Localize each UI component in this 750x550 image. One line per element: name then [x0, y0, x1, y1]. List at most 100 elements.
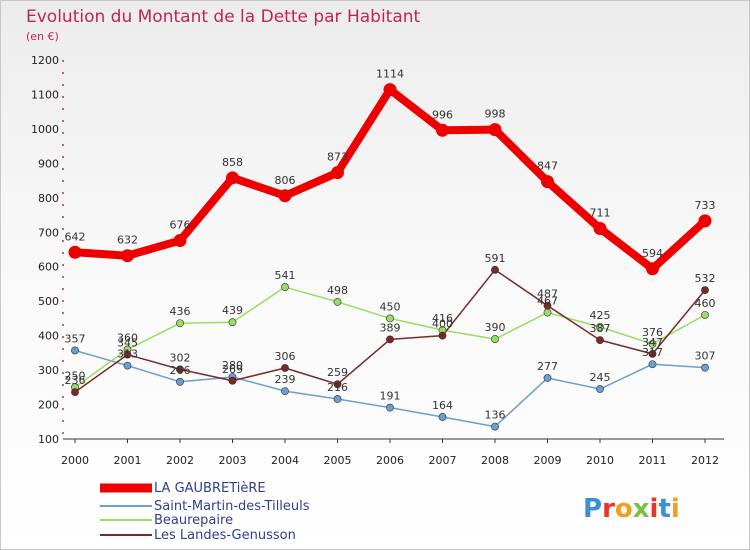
data-point	[438, 331, 447, 340]
data-point	[596, 385, 604, 393]
data-point	[543, 301, 552, 310]
data-label: 532	[695, 272, 716, 285]
data-point	[228, 376, 237, 385]
y-tick-label: 600	[38, 261, 59, 274]
x-tick-label: 2009	[534, 454, 562, 467]
data-point	[648, 360, 657, 369]
data-point	[491, 265, 499, 274]
data-label: 390	[485, 321, 506, 334]
data-point	[228, 318, 237, 327]
data-label: 439	[222, 304, 243, 317]
data-point	[646, 262, 659, 276]
legend-label: Beaurepaire	[154, 513, 233, 528]
data-point	[386, 403, 394, 412]
logo-letter: o	[615, 494, 633, 524]
data-label: 360	[117, 331, 138, 344]
legend: LA GAUBRETièRE Saint-Martin-des-TilleulsB…	[100, 481, 310, 543]
data-label: 357	[65, 332, 86, 345]
data-label: 164	[432, 399, 453, 412]
data-point	[173, 234, 187, 248]
data-label: 387	[590, 322, 611, 335]
data-label: 245	[590, 371, 611, 384]
data-label: 313	[117, 348, 138, 361]
data-label: 317	[642, 346, 663, 359]
data-point	[71, 346, 79, 355]
data-label: 498	[327, 284, 348, 297]
data-label: 487	[537, 288, 558, 301]
data-label: 302	[170, 351, 191, 364]
legend-label: LA GAUBRETièRE	[154, 481, 266, 496]
x-tick-label: 2005	[324, 454, 352, 467]
chart-title: Evolution du Montant de la Dette par Hab…	[26, 7, 421, 27]
data-point	[648, 349, 657, 358]
data-label: 460	[695, 297, 716, 310]
data-label: 711	[590, 206, 611, 219]
data-label: 307	[695, 350, 716, 363]
y-tick-label: 400	[38, 330, 59, 343]
data-label: 541	[275, 269, 296, 282]
logo-letter: i	[671, 494, 680, 524]
data-label: 806	[275, 174, 296, 187]
axes: 100 200 300 400 500 600 700 800 900 1000 1100 1200 2…	[31, 54, 724, 467]
y-tick-label: 500	[38, 295, 59, 308]
data-label: 347	[642, 336, 663, 349]
data-point	[176, 377, 184, 386]
x-tick-label: 2007	[429, 454, 457, 467]
y-tick-label: 800	[38, 192, 59, 205]
data-point	[491, 422, 499, 431]
x-tick-label: 2001	[114, 454, 142, 467]
series-line	[71, 85, 709, 273]
data-point	[701, 311, 709, 319]
data-label: 191	[380, 390, 401, 403]
y-tick-label: 700	[38, 226, 59, 239]
logo-letter: r	[602, 494, 615, 524]
data-point	[386, 314, 394, 323]
x-tick-label: 2003	[219, 454, 247, 467]
data-point	[331, 166, 344, 180]
data-labels: 357 313 266 280 239 216 191 164 136 277 245 317 307 2…	[65, 68, 716, 422]
data-label: 1114	[376, 68, 404, 81]
data-point	[333, 380, 342, 389]
data-label: 847	[537, 160, 558, 173]
data-point	[68, 245, 82, 259]
data-label: 467	[537, 295, 558, 308]
legend-label: Les Landes-Genusson	[154, 528, 296, 543]
data-point	[701, 286, 709, 295]
data-point	[438, 413, 447, 421]
chart-unit: (en €)	[26, 30, 59, 43]
logo-letter: t	[658, 494, 670, 524]
data-point	[386, 335, 394, 344]
data-point	[488, 123, 502, 137]
logo-letter: x	[633, 494, 650, 524]
x-tick-label: 2008	[481, 454, 509, 467]
logo-letter: P	[583, 494, 602, 524]
data-point	[436, 123, 449, 137]
data-point	[333, 395, 342, 403]
data-label: 376	[642, 326, 663, 339]
data-point	[698, 214, 712, 228]
data-point	[648, 340, 657, 348]
data-point	[596, 336, 604, 345]
data-point	[383, 83, 397, 97]
data-point	[593, 221, 607, 235]
x-tick-label: 2006	[376, 454, 404, 467]
data-point	[123, 350, 132, 359]
data-point	[596, 323, 604, 331]
y-tick-label: 1100	[31, 88, 59, 101]
data-point	[278, 189, 292, 203]
data-label: 280	[222, 359, 243, 372]
data-label: 642	[65, 230, 86, 243]
data-label: 250	[65, 369, 86, 382]
y-tick-label: 900	[38, 157, 59, 170]
data-label: 632	[117, 234, 138, 247]
y-tick-label: 100	[38, 433, 59, 446]
data-label: 676	[170, 219, 191, 232]
data-label: 306	[275, 350, 296, 363]
data-point	[541, 175, 554, 189]
data-label: 450	[380, 300, 401, 313]
data-point	[333, 297, 342, 306]
x-tick-label: 2002	[166, 454, 194, 467]
data-point	[543, 374, 552, 382]
data-point	[123, 361, 132, 370]
y-tick-label: 300	[38, 364, 59, 377]
